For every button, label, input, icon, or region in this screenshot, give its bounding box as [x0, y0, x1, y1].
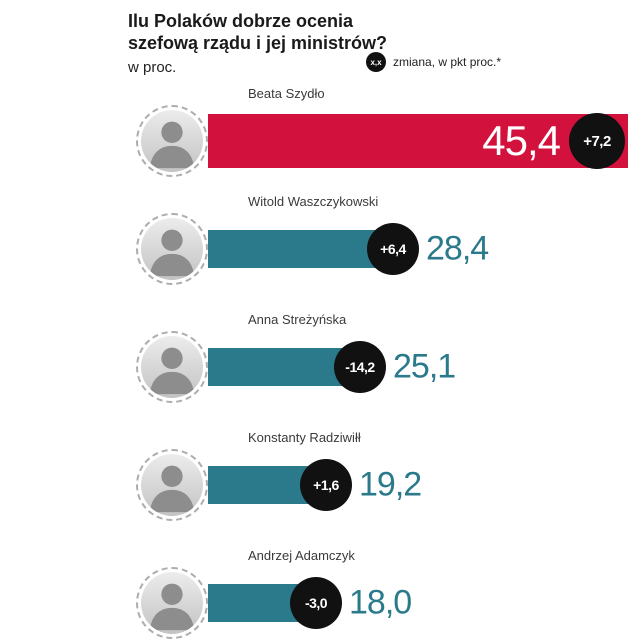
- chart-row: Konstanty Radziwiłł +1,6 19,2: [136, 430, 640, 521]
- bar-track: +6,4 28,4: [208, 223, 640, 275]
- bar-track: 45,4 +7,2: [208, 113, 640, 169]
- change-badge: +7,2: [569, 113, 625, 169]
- chart-title: Ilu Polaków dobrze ocenia szefową rządu …: [128, 10, 508, 54]
- chart-row: Anna Streżyńska -14,2 25,1: [136, 312, 640, 403]
- bar-track: -14,2 25,1: [208, 341, 640, 393]
- chart-row: Beata Szydło 45,4 +7,2: [136, 86, 640, 177]
- avatar-ring: [136, 449, 208, 521]
- legend: x,x zmiana, w pkt proc.*: [366, 52, 501, 72]
- title-line-2: szefową rządu i jej ministrów?: [128, 33, 388, 53]
- approval-value: 25,1: [393, 347, 456, 386]
- change-badge: +1,6: [300, 459, 352, 511]
- minister-name: Konstanty Radziwiłł: [248, 430, 361, 445]
- chart-row: Witold Waszczykowski +6,4 28,4: [136, 194, 640, 285]
- avatar-person-icon: [141, 110, 203, 172]
- approval-value: 28,4: [426, 229, 489, 268]
- change-badge: -14,2: [334, 341, 386, 393]
- approval-value: 45,4: [482, 117, 561, 164]
- bar-track: +1,6 19,2: [208, 459, 640, 511]
- avatar-ring: [136, 567, 208, 639]
- header: Ilu Polaków dobrze ocenia szefową rządu …: [0, 0, 640, 76]
- chart-subtitle: w proc.: [128, 59, 177, 76]
- approval-value: 19,2: [359, 465, 422, 504]
- legend-label: zmiana, w pkt proc.*: [393, 55, 502, 69]
- change-badge: +6,4: [367, 223, 419, 275]
- avatar-person-icon: [141, 218, 203, 280]
- approval-bar: [208, 114, 628, 168]
- minister-name: Witold Waszczykowski: [248, 194, 379, 209]
- avatar-ring: [136, 213, 208, 285]
- avatar-person-icon: [141, 454, 203, 516]
- approval-value: 18,0: [349, 583, 412, 622]
- avatar-person-icon: [141, 336, 203, 398]
- avatar-person-icon: [141, 572, 203, 634]
- minister-name: Anna Streżyńska: [248, 312, 347, 327]
- change-badge-icon: x,x: [366, 52, 386, 72]
- minister-name: Andrzej Adamczyk: [248, 548, 355, 563]
- avatar-ring: [136, 331, 208, 403]
- bar-track: -3,0 18,0: [208, 577, 640, 629]
- chart-row: Andrzej Adamczyk -3,0 18,0: [136, 548, 640, 639]
- avatar-ring: [136, 105, 208, 177]
- bar-chart: Beata Szydło 45,4 +7,2 Witold Waszczykow…: [0, 86, 640, 640]
- title-line-1: Ilu Polaków dobrze ocenia: [128, 11, 354, 31]
- minister-name: Beata Szydło: [248, 86, 325, 101]
- change-badge: -3,0: [290, 577, 342, 629]
- approval-bar: [208, 230, 393, 268]
